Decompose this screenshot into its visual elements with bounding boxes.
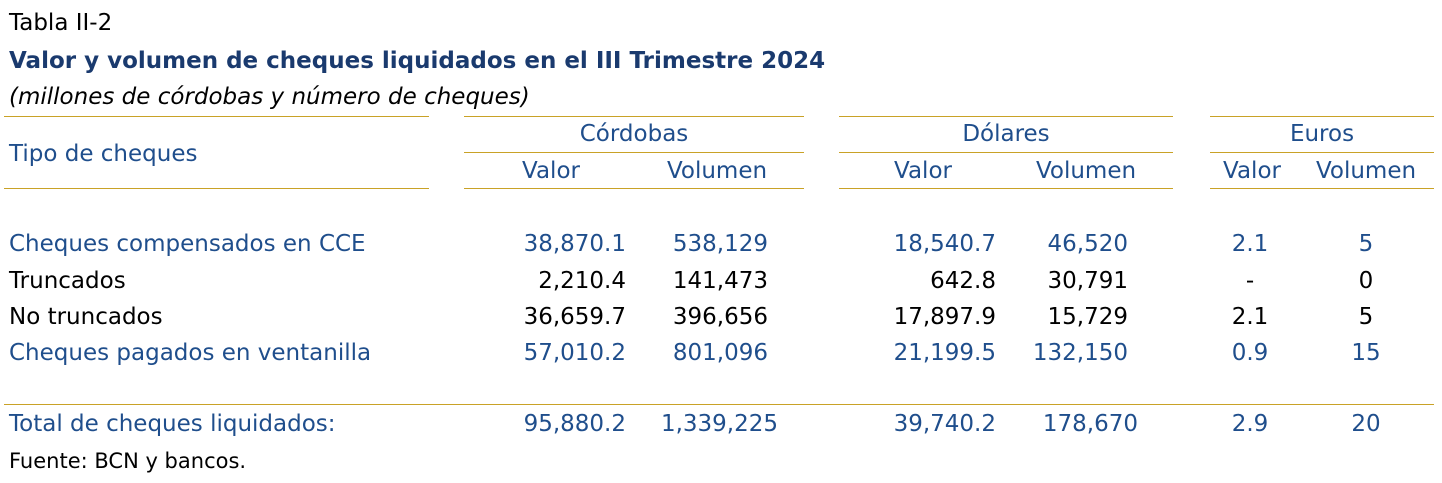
- row-label: Truncados: [9, 268, 126, 294]
- total-cordobas-volumen: 1,339,225: [660, 411, 778, 437]
- total-label: Total de cheques liquidados:: [9, 411, 336, 437]
- subheader-dolares-valor: Valor: [894, 158, 952, 184]
- cell-cordobas-valor: 2,210.4: [538, 268, 626, 294]
- rule-mid-cordobas: [464, 152, 804, 153]
- source-note: Fuente: BCN y bancos.: [9, 449, 247, 473]
- rule-bottom-cordobas: [464, 188, 804, 189]
- subheader-dolares-volumen: Volumen: [1035, 158, 1137, 184]
- subheader-euros-valor: Valor: [1223, 158, 1281, 184]
- cell-cordobas-valor: 38,870.1: [523, 231, 626, 257]
- cell-dolares-volumen: 30,791: [1047, 268, 1128, 294]
- group-header-cordobas: Córdobas: [579, 121, 689, 147]
- total-cordobas-valor: 95,880.2: [523, 411, 626, 437]
- cell-euros-valor: 2.1: [1231, 304, 1269, 330]
- cell-cordobas-volumen: 538,129: [672, 231, 768, 257]
- cell-cordobas-volumen: 396,656: [672, 304, 768, 330]
- cell-euros-volumen: 15: [1351, 340, 1381, 366]
- rule-bottom-dolares: [839, 188, 1173, 189]
- table-subtitle: (millones de córdobas y número de cheque…: [9, 84, 530, 110]
- subheader-euros-volumen: Volumen: [1315, 158, 1417, 184]
- table-title: Valor y volumen de cheques liquidados en…: [9, 48, 826, 74]
- total-dolares-volumen: 178,670: [1042, 411, 1138, 437]
- rule-bottom-rowheader: [4, 188, 429, 189]
- cell-euros-valor: -: [1245, 268, 1255, 294]
- subheader-cordobas-valor: Valor: [522, 158, 580, 184]
- total-euros-volumen: 20: [1351, 411, 1381, 437]
- cell-dolares-volumen: 46,520: [1047, 231, 1128, 257]
- rule-top-cordobas: [464, 116, 804, 117]
- cell-cordobas-valor: 57,010.2: [523, 340, 626, 366]
- group-header-euros: Euros: [1289, 121, 1355, 147]
- rule-mid-euros: [1210, 152, 1434, 153]
- rule-bottom-euros: [1210, 188, 1434, 189]
- row-label: Cheques pagados en ventanilla: [9, 340, 372, 366]
- cell-cordobas-volumen: 801,096: [672, 340, 768, 366]
- row-label: Cheques compensados en CCE: [9, 231, 366, 257]
- cell-dolares-valor: 17,897.9: [893, 304, 996, 330]
- rule-mid-dolares: [839, 152, 1173, 153]
- cell-dolares-volumen: 132,150: [1032, 340, 1128, 366]
- cell-cordobas-valor: 36,659.7: [523, 304, 626, 330]
- cell-euros-volumen: 5: [1358, 231, 1374, 257]
- cell-euros-volumen: 0: [1358, 268, 1374, 294]
- rule-top-rowheader: [4, 116, 429, 117]
- row-label: No truncados: [9, 304, 163, 330]
- cell-dolares-valor: 21,199.5: [893, 340, 996, 366]
- rule-top-dolares: [839, 116, 1173, 117]
- cell-cordobas-volumen: 141,473: [672, 268, 768, 294]
- total-euros-valor: 2.9: [1231, 411, 1269, 437]
- rule-total-top: [4, 404, 1434, 405]
- cell-dolares-volumen: 15,729: [1047, 304, 1128, 330]
- cell-euros-volumen: 5: [1358, 304, 1374, 330]
- cell-euros-valor: 2.1: [1231, 231, 1269, 257]
- total-dolares-valor: 39,740.2: [893, 411, 996, 437]
- cell-dolares-valor: 642.8: [930, 268, 996, 294]
- group-header-dolares: Dólares: [962, 121, 1050, 147]
- table-label: Tabla II-2: [9, 10, 113, 36]
- cell-dolares-valor: 18,540.7: [893, 231, 996, 257]
- row-header: Tipo de cheques: [9, 141, 198, 167]
- rule-top-euros: [1210, 116, 1434, 117]
- subheader-cordobas-volumen: Volumen: [666, 158, 768, 184]
- cell-euros-valor: 0.9: [1231, 340, 1269, 366]
